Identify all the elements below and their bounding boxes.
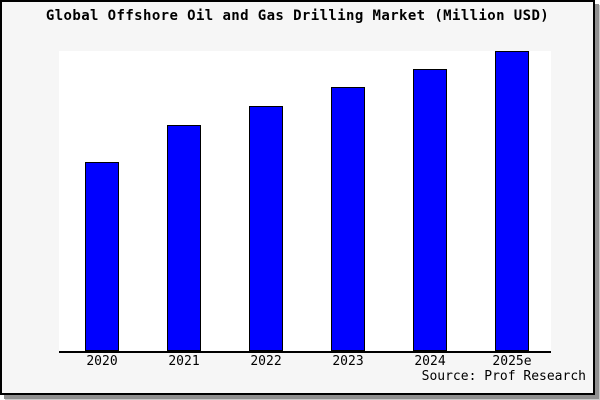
- bar-2025e: [495, 51, 529, 351]
- bar-2020: [85, 162, 119, 351]
- bar-2024: [413, 69, 447, 351]
- bar-2023: [331, 87, 365, 351]
- bar-2021: [167, 125, 201, 351]
- x-tick-label-2021: 2021: [168, 354, 200, 369]
- x-tick-label-2024: 2024: [414, 354, 446, 369]
- x-tick-label-2023: 2023: [332, 354, 364, 369]
- chart-panel: Global Offshore Oil and Gas Drilling Mar…: [0, 0, 595, 395]
- chart-title: Global Offshore Oil and Gas Drilling Mar…: [45, 8, 550, 24]
- x-tick-label-2022: 2022: [250, 354, 282, 369]
- x-tick-label-2020: 2020: [86, 354, 118, 369]
- x-tick-label-2025e: 2025e: [492, 354, 532, 369]
- bar-2022: [249, 106, 283, 351]
- plot-area: [59, 51, 551, 353]
- source-label: Source: Prof Research: [421, 369, 586, 384]
